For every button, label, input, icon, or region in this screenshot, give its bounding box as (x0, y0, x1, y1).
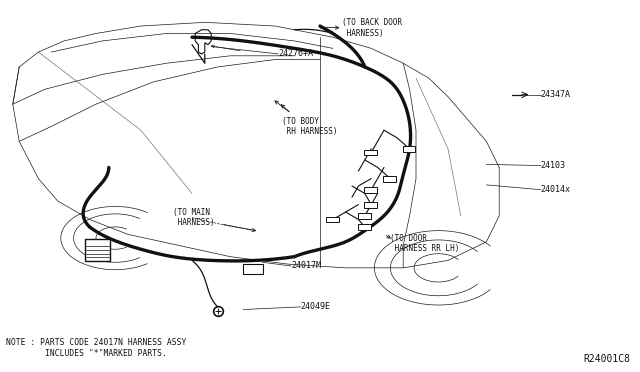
FancyBboxPatch shape (364, 187, 377, 193)
Text: 24347A: 24347A (541, 90, 571, 99)
FancyBboxPatch shape (358, 213, 371, 219)
Text: (TO BACK DOOR
 HARNESS): (TO BACK DOOR HARNESS) (342, 18, 403, 38)
FancyBboxPatch shape (364, 202, 377, 208)
FancyBboxPatch shape (383, 176, 396, 182)
Text: NOTE : PARTS CODE 24017N HARNESS ASSY
        INCLUDES "*"MARKED PARTS.: NOTE : PARTS CODE 24017N HARNESS ASSY IN… (6, 338, 187, 357)
FancyBboxPatch shape (403, 146, 415, 152)
FancyBboxPatch shape (85, 239, 110, 261)
Text: R24001C8: R24001C8 (584, 354, 630, 364)
FancyBboxPatch shape (326, 217, 339, 222)
FancyBboxPatch shape (358, 224, 371, 230)
Text: 24017M: 24017M (291, 262, 321, 270)
Text: 24014x: 24014x (541, 185, 571, 194)
Text: (TO BODY
 RH HARNESS): (TO BODY RH HARNESS) (282, 117, 337, 136)
FancyBboxPatch shape (364, 150, 377, 155)
Text: (TO MAIN
 HARNESS): (TO MAIN HARNESS) (173, 208, 214, 227)
Text: (TO DOOR
 HARNESS RR LH): (TO DOOR HARNESS RR LH) (390, 234, 460, 253)
FancyBboxPatch shape (243, 264, 263, 274)
Text: 24049E: 24049E (301, 302, 331, 311)
Text: 24103: 24103 (541, 161, 566, 170)
Text: 24276+A: 24276+A (278, 49, 314, 58)
